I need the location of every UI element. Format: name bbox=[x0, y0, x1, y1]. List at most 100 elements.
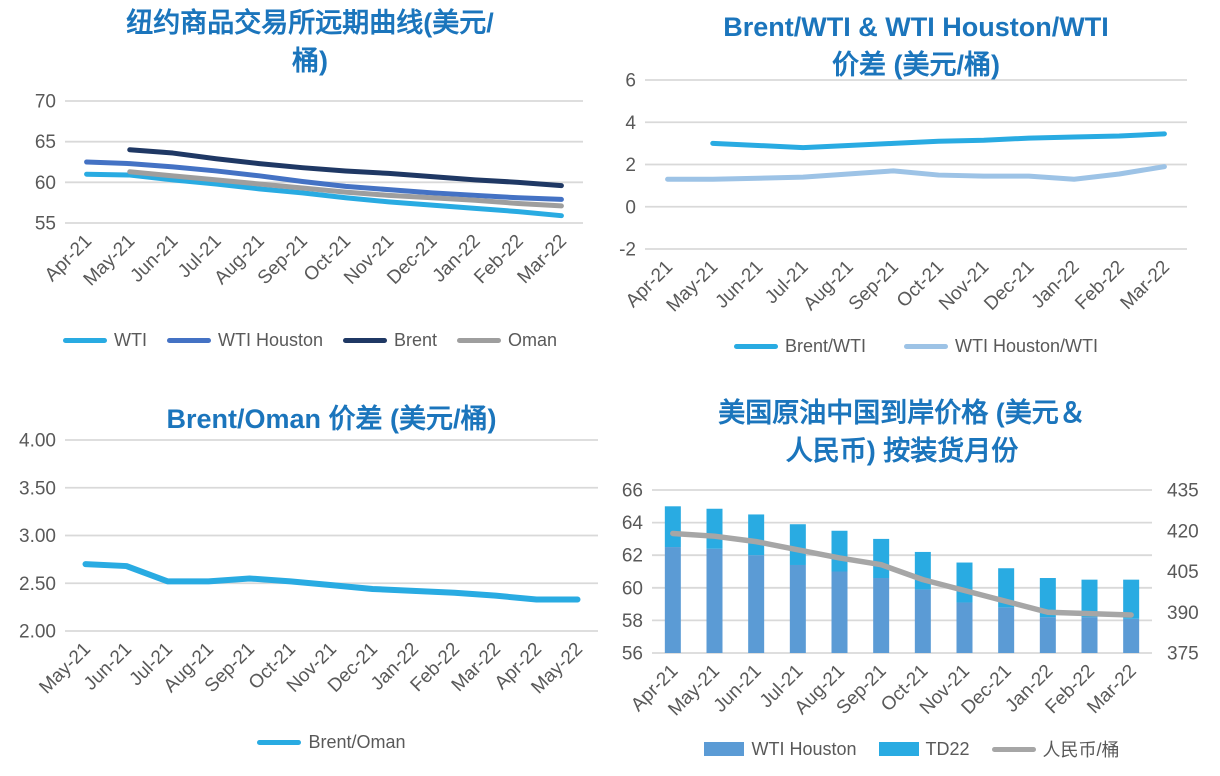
y-axis-tick-label: 0 bbox=[625, 197, 636, 218]
y2-axis-tick-label: 435 bbox=[1167, 481, 1199, 502]
y-axis-tick-label: 3.00 bbox=[19, 526, 56, 547]
chart-title-line: 纽约商品交易所远期曲线(美元/ bbox=[126, 8, 494, 38]
series-line bbox=[670, 530, 1134, 618]
series-line bbox=[665, 164, 1167, 182]
legend-label: WTI Houston bbox=[751, 738, 857, 759]
bar-segment bbox=[1039, 617, 1056, 653]
bar-segment bbox=[956, 562, 973, 603]
legend-label: WTI bbox=[113, 330, 147, 350]
y-axis-tick-label: 4.00 bbox=[19, 431, 56, 452]
legend-swatch bbox=[257, 740, 302, 745]
bar-segment bbox=[748, 514, 765, 556]
legend-label: Brent bbox=[393, 330, 438, 350]
legend-swatch bbox=[704, 742, 745, 756]
bar-segment bbox=[706, 508, 723, 549]
chart-title: 美国原油中国到岸价格 (美元＆ 人民币) 按装货月份 bbox=[652, 394, 1152, 470]
y2-axis-tick-label: 405 bbox=[1167, 562, 1199, 583]
legend-label: WTI Houston bbox=[217, 330, 323, 350]
legend-swatch bbox=[878, 742, 919, 756]
y-axis-tick-label: 2.50 bbox=[19, 574, 56, 595]
legend-item: WTI Houston/WTI bbox=[904, 336, 1098, 357]
y-axis-tick-label: 66 bbox=[622, 481, 643, 502]
legend-swatch bbox=[62, 338, 107, 343]
bar-segment bbox=[748, 555, 765, 653]
legend-swatch bbox=[166, 338, 211, 343]
bar-segment bbox=[1123, 618, 1140, 653]
y2-axis-tick-label: 390 bbox=[1167, 603, 1199, 624]
bar-segment bbox=[1081, 617, 1098, 653]
y-axis-tick-label: 6 bbox=[625, 71, 636, 92]
series-line bbox=[84, 159, 564, 202]
legend-label: 人民币/桶 bbox=[1042, 740, 1120, 760]
chart-title: Brent/WTI & WTI Houston/WTI 价差 (美元/桶) bbox=[645, 8, 1187, 84]
legend-item: Brent bbox=[342, 330, 438, 351]
chart-brent-wti-spread: Brent/WTI & WTI Houston/WTI 价差 (美元/桶) -2… bbox=[610, 0, 1220, 388]
chart-title-line: Brent/Oman 价差 (美元/桶) bbox=[166, 404, 497, 434]
series-line bbox=[127, 147, 564, 189]
x-axis-tick-label: Jun-21 bbox=[712, 257, 768, 313]
legend-item: Brent/Oman bbox=[257, 732, 406, 753]
legend-item: WTI bbox=[62, 330, 147, 351]
legend-swatch bbox=[342, 338, 387, 343]
x-axis-tick-label: Feb-22 bbox=[1071, 257, 1128, 314]
legend-label: TD22 bbox=[925, 738, 970, 759]
x-axis-tick-label: Sep-21 bbox=[845, 257, 903, 315]
bar-segment bbox=[998, 607, 1015, 653]
legend-item: WTI Houston bbox=[704, 738, 857, 760]
chart-title-line: 桶) bbox=[292, 46, 328, 76]
chart-plot: -20246Apr-21May-21Jun-21Jul-21Aug-21Sep-… bbox=[619, 71, 1187, 317]
legend-label: WTI Houston/WTI bbox=[955, 336, 1099, 356]
y-axis-tick-label: 64 bbox=[622, 513, 644, 534]
chart-title-line: 价差 (美元/桶) bbox=[832, 50, 1000, 80]
x-axis-tick-label: Nov-21 bbox=[935, 257, 993, 315]
legend-label: Oman bbox=[508, 330, 558, 350]
y-axis-tick-label: 2.00 bbox=[19, 622, 56, 643]
series-line bbox=[82, 561, 581, 603]
legend-swatch bbox=[904, 344, 948, 349]
y-axis-tick-label: -2 bbox=[619, 240, 636, 261]
bar-segment bbox=[706, 548, 723, 653]
y2-axis-tick-label: 375 bbox=[1167, 644, 1199, 665]
legend-item: WTI Houston bbox=[166, 330, 323, 351]
y-axis-tick-label: 55 bbox=[35, 214, 56, 235]
bar-segment bbox=[873, 538, 890, 579]
bar-segment bbox=[1123, 579, 1140, 619]
chart-legend: Brent/Oman bbox=[65, 732, 598, 753]
series-line bbox=[127, 169, 564, 209]
legend-swatch bbox=[733, 344, 778, 349]
legend-item: Oman bbox=[457, 330, 557, 351]
legend-swatch bbox=[991, 746, 1036, 752]
y-axis-tick-label: 60 bbox=[622, 578, 643, 599]
legend-label: Brent/WTI bbox=[784, 336, 866, 356]
bar-segment bbox=[664, 506, 681, 548]
legend-item: Brent/WTI bbox=[733, 336, 866, 357]
legend-swatch bbox=[457, 338, 502, 343]
chart-title-line: 美国原油中国到岸价格 (美元＆ bbox=[718, 398, 1086, 428]
chart-legend: WTI WTI Houston Brent Oman bbox=[30, 330, 590, 351]
chart-title-line: Brent/WTI & WTI Houston/WTI bbox=[723, 12, 1109, 42]
y-axis-tick-label: 3.50 bbox=[19, 478, 56, 499]
bar-segment bbox=[831, 530, 848, 572]
x-axis-tick-label: Mar-22 bbox=[514, 231, 571, 288]
x-axis-tick-label: Jun-21 bbox=[127, 231, 183, 287]
x-axis-tick-label: Mar-22 bbox=[1117, 257, 1174, 314]
bar-segment bbox=[914, 589, 931, 653]
bar-segment bbox=[1039, 578, 1056, 618]
chart-plot: 55606570Apr-21May-21Jun-21Jul-21Aug-21Se… bbox=[35, 92, 583, 290]
bar-segment bbox=[956, 602, 973, 653]
chart-title: Brent/Oman 价差 (美元/桶) bbox=[65, 400, 598, 438]
chart-title: 纽约商品交易所远期曲线(美元/ 桶) bbox=[30, 4, 590, 80]
chart-brent-oman-spread: Brent/Oman 价差 (美元/桶) 2.00 2.50 3.00 3.50 4.0… bbox=[0, 388, 610, 776]
legend-item: TD22 bbox=[878, 738, 970, 760]
legend-label: Brent/Oman bbox=[308, 732, 406, 752]
y-axis-tick-label: 60 bbox=[35, 173, 56, 194]
series-line bbox=[710, 131, 1167, 151]
x-axis-tick-label: Jun-21 bbox=[710, 661, 766, 717]
series-line bbox=[84, 171, 564, 219]
y-axis-tick-label: 56 bbox=[622, 644, 643, 665]
bar-segment bbox=[873, 578, 890, 653]
x-axis-tick-label: May-21 bbox=[663, 257, 723, 317]
y-axis-tick-label: 70 bbox=[35, 92, 56, 113]
